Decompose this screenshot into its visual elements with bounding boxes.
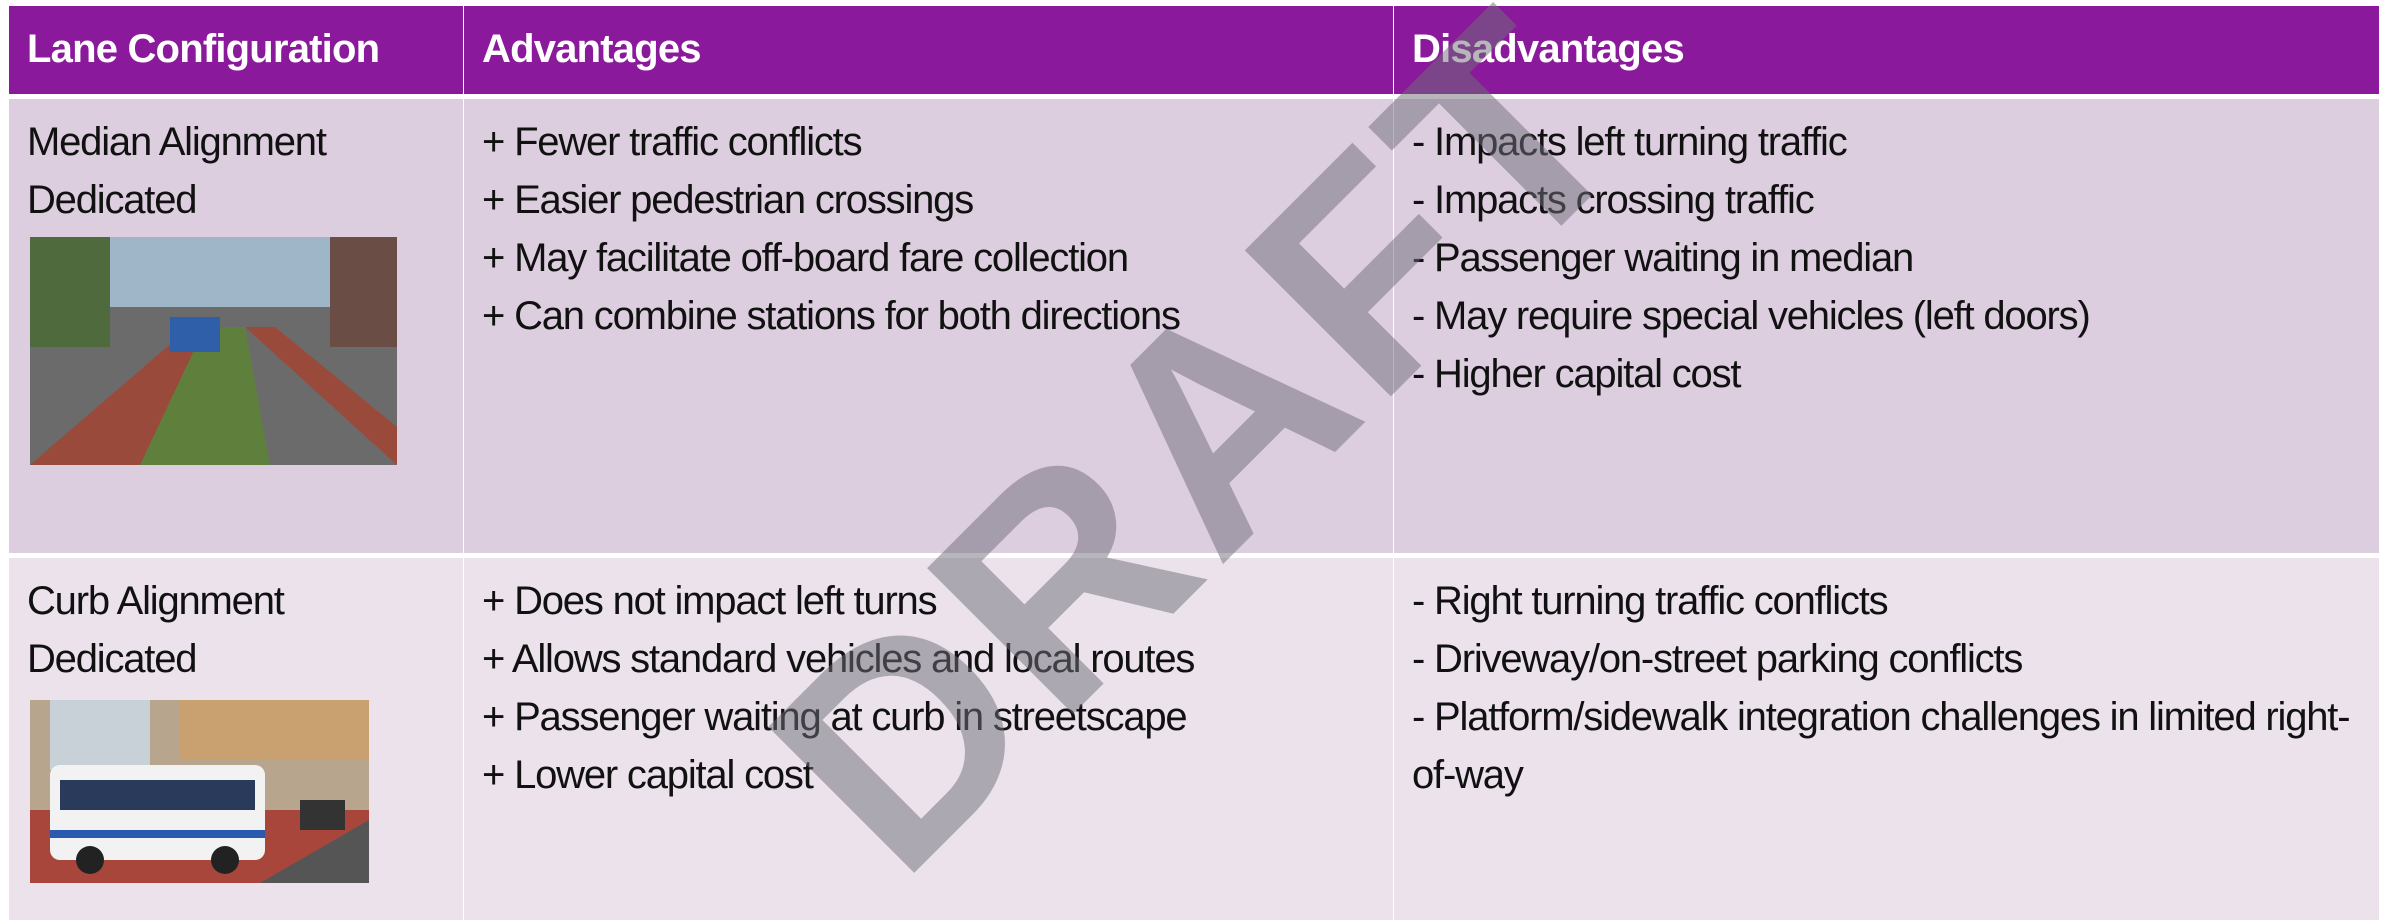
cell-text: Dedicated — [27, 637, 198, 681]
curb-photo — [30, 700, 369, 883]
cell-text: - May require special vehicles (left doo… — [1412, 294, 2091, 338]
cell-text: + Lower capital cost — [482, 753, 814, 797]
cell-text: + May facilitate off-board fare collecti… — [482, 236, 1129, 280]
header-cell: Advantages — [464, 6, 1393, 94]
cell-text: - Right turning traffic conflicts — [1412, 579, 1889, 623]
cell-text: - Passenger waiting in median — [1412, 236, 1914, 280]
cell-text: Curb Alignment — [27, 579, 285, 623]
cell-text: + Allows standard vehicles and local rou… — [482, 637, 1195, 681]
cell-text: + Easier pedestrian crossings — [482, 178, 974, 222]
cell-text: - Platform/sidewalk integration challeng… — [1412, 695, 2351, 797]
cell-text: + Can combine stations for both directio… — [482, 294, 1181, 338]
disadvantages-cell: - Impacts left turning traffic - Impacts … — [1394, 99, 2379, 553]
cell-text: + Fewer traffic conflicts — [482, 120, 863, 164]
cell-text: - Impacts left turning traffic — [1412, 120, 1848, 164]
advantages-cell: + Fewer traffic conflicts + Easier pedest… — [464, 99, 1393, 553]
cell-text: Advantages — [482, 27, 702, 71]
cell-text: - Impacts crossing traffic — [1412, 178, 1815, 222]
disadvantages-cell: - Right turning traffic conflicts - Drive… — [1394, 558, 2379, 920]
cell-text: Dedicated — [27, 178, 198, 222]
cell-text: Disadvantages — [1412, 27, 1685, 71]
cell-text: Lane Configuration — [27, 27, 380, 71]
header-cell: Lane Configuration — [9, 6, 463, 94]
cell-text: - Driveway/on-street parking conflicts — [1412, 637, 2023, 681]
cell-text: + Passenger waiting at curb in streetsca… — [482, 695, 1188, 739]
median-photo — [30, 237, 397, 465]
cell-text: - Higher capital cost — [1412, 352, 1741, 396]
header-cell: Disadvantages — [1394, 6, 2379, 94]
cell-text: Median Alignment — [27, 120, 327, 164]
cell-text: + Does not impact left turns — [482, 579, 938, 623]
advantages-cell: + Does not impact left turns + Allows sta… — [464, 558, 1393, 920]
